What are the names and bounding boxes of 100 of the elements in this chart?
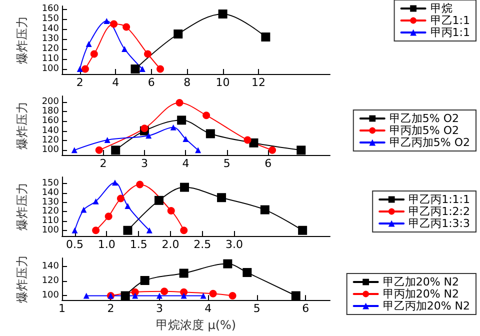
point [180,182,190,192]
y-tick-label: 200 [42,96,60,107]
point [111,146,120,155]
point [206,129,215,138]
x-tick-label: 1.5 [130,238,148,251]
x-tick-label: 3 [140,157,148,170]
point [174,30,183,38]
y-tick-label: 110 [42,54,60,64]
legend-label: 甲丙加5% O2 [389,124,460,137]
point [71,147,78,154]
legend-label: 甲乙丙1:1:1 [408,193,470,206]
x-tick-label: 1.0 [98,238,116,251]
point [209,290,217,298]
point [261,32,270,42]
x-tick-label: 5 [223,157,230,170]
point [92,198,99,204]
point [268,146,276,154]
point [104,212,112,220]
x-tick-label: 3 [156,302,163,316]
point [130,64,140,74]
point [218,10,228,18]
point [139,66,146,72]
point [132,292,138,299]
x-tick-label: 4 [182,157,190,170]
point [124,203,131,210]
point [260,205,270,214]
point [176,99,184,107]
y-tick-label: 130 [42,197,60,208]
x-tick-label: 5 [253,302,260,316]
x-tick-label: 8 [184,76,191,89]
point [195,147,202,154]
point [116,194,124,202]
legend-label: 甲烷 [430,2,452,15]
point [154,196,164,205]
y-tick-label: 180 [42,106,60,116]
point [146,132,152,139]
point [95,146,103,154]
point [92,226,100,234]
legend-label: 甲乙加5% O2 [389,112,460,125]
x-tick-label: 6 [302,302,310,316]
y-tick-label: 120 [42,44,60,54]
x-tick-label: 2 [107,302,114,316]
y-tick-label: 160 [42,116,60,126]
legend-label: 甲乙丙加20% N2 [382,300,470,312]
y-tick-label: 150 [42,178,60,189]
y-tick-label: 100 [42,225,60,236]
x-tick-label: 6 [148,76,155,89]
point [110,20,118,28]
point [298,226,308,235]
legend-label: 甲丙1:1 [430,26,470,39]
legend-label: 甲乙丙1:3:3 [408,217,470,230]
point [177,116,186,125]
y-tick-label: 150 [42,14,60,24]
point [228,292,236,300]
y-axis-title: 爆炸压力 [15,16,29,64]
legend-label: 甲乙丙1:2:2 [408,205,470,218]
y-tick-label: 140 [42,126,60,136]
point [122,23,130,31]
y-axis-title: 爆炸压力 [15,182,29,230]
point [90,50,98,58]
x-tick-label: 2.0 [162,238,180,251]
point [156,292,162,299]
x-tick-label: 0.5 [66,238,84,251]
point [242,268,252,278]
point [170,124,176,130]
point [122,46,128,52]
y-tick-label: 110 [42,216,60,226]
point [200,292,206,299]
point [179,268,188,278]
point [146,227,152,234]
x-tick-label: 1 [58,302,66,316]
point [223,259,232,268]
x-tick-label: 4 [204,302,212,316]
point [123,226,132,235]
x-tick-label: 2 [100,157,107,170]
y-tick-label: 120 [42,135,60,146]
point [136,180,144,188]
point [167,206,175,214]
x-tick-label: 4 [112,76,120,89]
y-tick-label: 100 [42,145,60,156]
x-tick-label: 10 [216,76,230,89]
point [160,288,168,296]
x-tick-label: 12 [252,76,266,89]
point [180,226,188,234]
y-tick-label: 140 [42,188,60,198]
y-tick-label: 140 [42,24,60,34]
x-axis-title: 甲烷浓度 μ(%) [156,318,236,332]
point [83,292,90,299]
y-axis-title: 爆炸压力 [15,255,29,304]
point [104,137,110,144]
legend-label: 甲丙加20% N2 [382,288,460,300]
point [76,66,83,72]
legend-label: 甲乙丙加5% O2 [389,136,470,149]
point [244,136,252,144]
point [86,41,92,47]
point [140,276,150,285]
y-tick-label: 100 [42,290,60,301]
x-tick-label: 2 [76,76,84,89]
y-tick-label: 130 [42,34,60,44]
point [217,193,226,202]
